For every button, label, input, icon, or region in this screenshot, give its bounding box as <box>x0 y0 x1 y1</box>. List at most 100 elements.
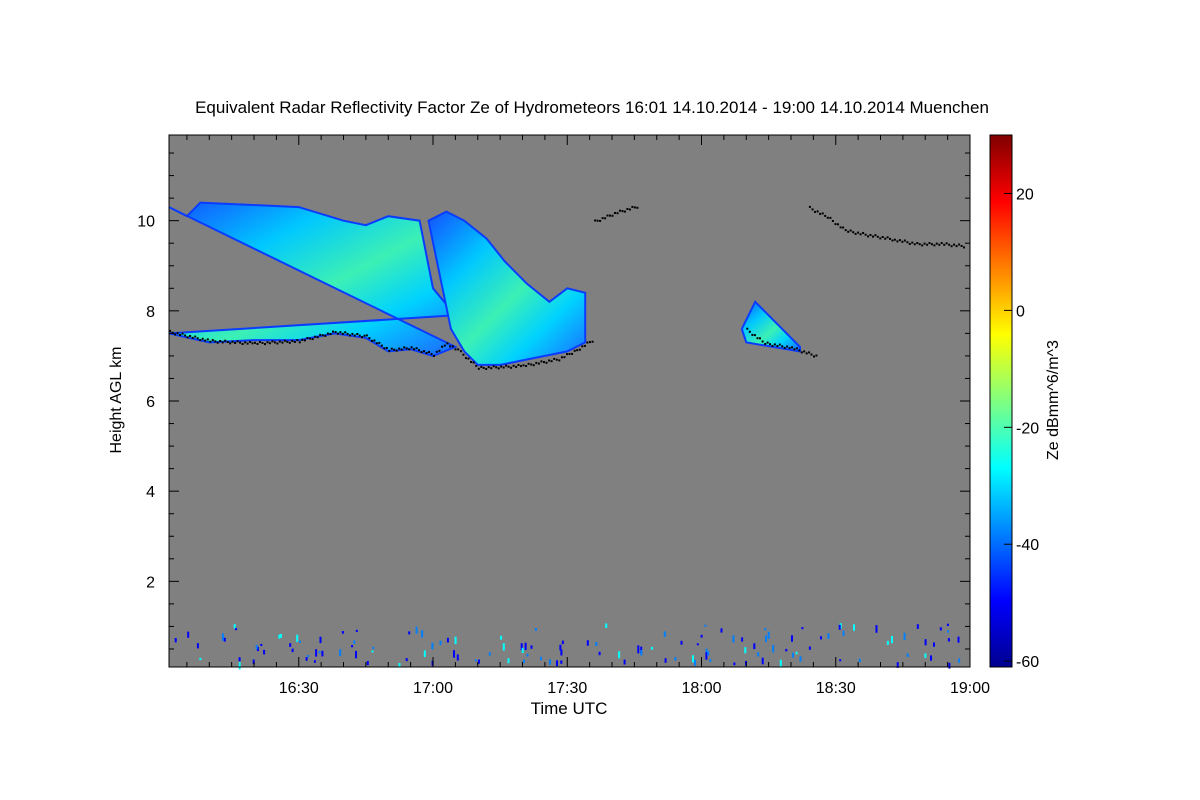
dot-base-1 <box>256 342 259 345</box>
dot-base-1 <box>229 342 232 345</box>
dot-base-1 <box>465 357 467 360</box>
dot-top-2 <box>821 212 824 215</box>
dot-base-1 <box>576 349 579 352</box>
dot-base-1 <box>385 347 388 349</box>
dot-top-2 <box>901 240 904 243</box>
dot-base-1 <box>500 365 503 368</box>
dot-base-1 <box>482 366 485 369</box>
dot-base-1 <box>298 341 301 344</box>
noise-pixel <box>795 651 798 655</box>
dot-top-1 <box>633 206 636 209</box>
dot-top-2 <box>913 243 916 246</box>
noise-pixel <box>707 651 710 656</box>
dot-base-1 <box>443 344 446 347</box>
noise-pixel <box>560 660 563 664</box>
dot-base-1 <box>309 337 311 340</box>
dot-base-1 <box>568 353 571 355</box>
dot-base-1 <box>321 334 324 337</box>
dot-base-1 <box>428 351 430 353</box>
noise-pixel <box>827 633 830 639</box>
dot-top-1 <box>596 219 599 222</box>
noise-pixel <box>252 659 255 665</box>
dot-base-1 <box>234 342 237 344</box>
dot-top-2 <box>829 216 832 219</box>
noise-pixel <box>453 650 455 658</box>
dot-base-1 <box>201 337 204 340</box>
noise-pixel <box>906 653 909 657</box>
noise-pixel <box>674 657 677 661</box>
dot-base-2 <box>793 348 796 351</box>
dot-top-2 <box>814 210 816 213</box>
noise-pixel <box>839 659 842 662</box>
dot-base-1 <box>586 341 589 344</box>
noise-pixel <box>255 644 258 650</box>
dot-top-1 <box>636 206 639 209</box>
noise-pixel <box>598 651 601 656</box>
noise-pixel <box>355 650 357 659</box>
dot-top-1 <box>599 219 602 222</box>
noise-pixel <box>663 631 666 637</box>
dot-base-1 <box>171 331 174 334</box>
noise-pixel <box>853 624 855 631</box>
dot-top-2 <box>847 230 850 233</box>
dot-base-1 <box>405 347 408 350</box>
dot-top-2 <box>911 241 914 244</box>
dot-top-2 <box>945 242 948 245</box>
dot-base-1 <box>324 334 327 337</box>
dot-base-1 <box>507 365 510 368</box>
noise-pixel <box>296 634 299 642</box>
x-tick-label: 16:30 <box>279 680 319 697</box>
dot-base-1 <box>435 350 438 353</box>
noise-pixel <box>808 646 811 650</box>
noise-pixel <box>500 635 503 640</box>
dot-base-1 <box>334 331 337 334</box>
dot-base-1 <box>400 348 403 351</box>
dot-base-1 <box>199 339 202 342</box>
noise-pixel <box>946 623 949 626</box>
dot-base-1 <box>181 332 184 335</box>
dot-top-1 <box>631 205 634 208</box>
dot-base-1 <box>375 342 378 345</box>
dot-base-1 <box>472 361 475 364</box>
dot-base-1 <box>470 361 473 363</box>
noise-pixel <box>291 648 294 653</box>
dot-base-1 <box>224 339 227 342</box>
dot-base-1 <box>380 344 383 347</box>
dot-base-1 <box>283 339 286 342</box>
dot-top-2 <box>839 226 842 229</box>
noise-pixel <box>524 642 527 650</box>
dot-base-1 <box>226 341 229 343</box>
dot-base-1 <box>487 366 490 369</box>
noise-pixel <box>405 658 408 662</box>
dot-base-1 <box>214 340 217 343</box>
y-tick-label: 8 <box>146 304 155 321</box>
noise-pixel <box>446 637 449 643</box>
dot-base-1 <box>398 347 401 350</box>
dot-base-1 <box>530 363 533 366</box>
dot-base-1 <box>291 339 294 342</box>
dot-top-2 <box>816 210 819 213</box>
dot-base-1 <box>537 362 540 365</box>
dot-base-1 <box>378 341 381 344</box>
noise-pixel <box>694 659 696 666</box>
noise-pixel <box>319 636 322 644</box>
noise-pixel <box>313 660 316 663</box>
dot-top-1 <box>626 208 629 210</box>
dot-base-1 <box>341 332 344 335</box>
noise-pixel <box>398 663 401 667</box>
dot-base-1 <box>589 341 591 344</box>
dot-base-2 <box>805 352 808 355</box>
cloud-cirrus-2 <box>427 210 587 366</box>
dot-base-1 <box>520 365 522 368</box>
noise-pixel <box>315 649 318 657</box>
dot-base-1 <box>254 341 256 344</box>
noise-pixel <box>556 660 558 667</box>
dot-base-1 <box>276 342 279 345</box>
dot-base-1 <box>349 334 351 337</box>
dot-base-1 <box>571 352 574 355</box>
y-axis-label: Height AGL km <box>108 346 125 453</box>
dot-base-1 <box>543 361 545 364</box>
dot-base-1 <box>410 346 413 349</box>
dot-base-1 <box>281 341 284 344</box>
noise-pixel <box>260 643 263 646</box>
